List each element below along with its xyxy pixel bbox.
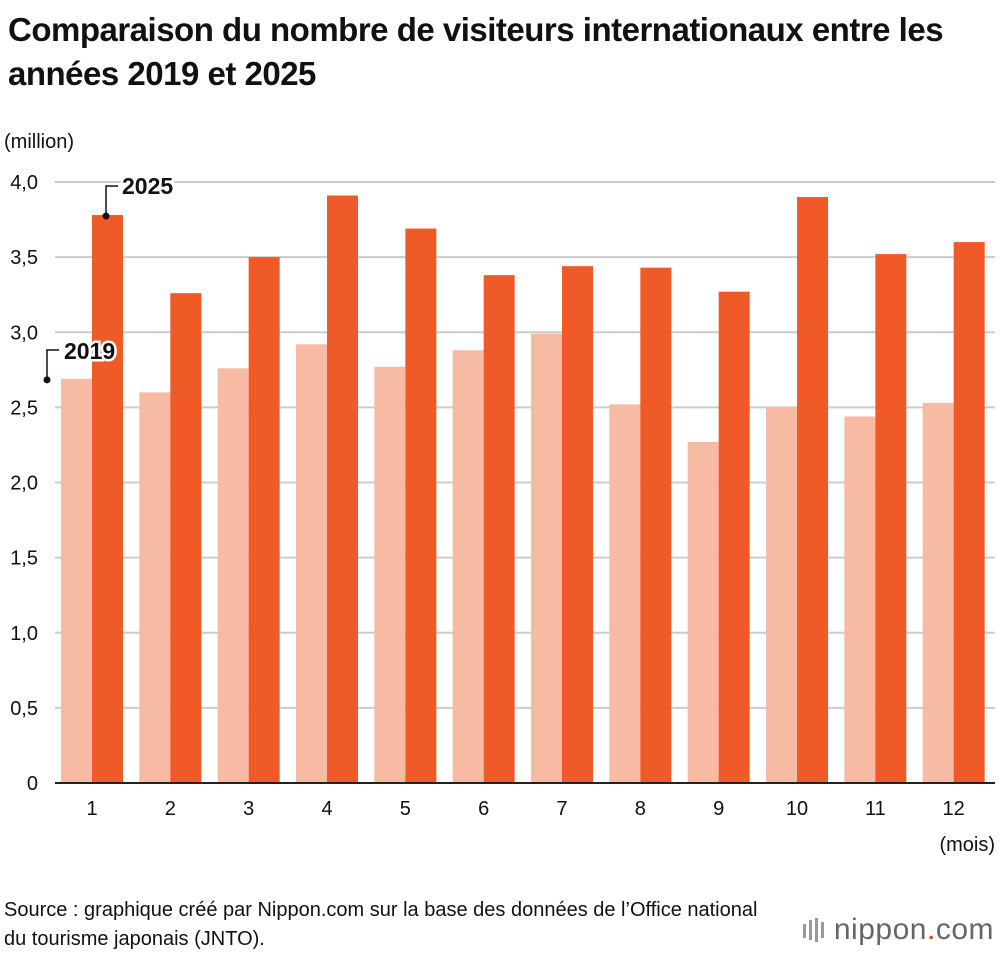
x-tick-label: 3	[243, 798, 254, 820]
bar-2025	[797, 197, 828, 783]
y-tick-label: 2,0	[10, 473, 38, 495]
callout-line-2025	[105, 185, 118, 217]
nippon-logo-icon	[802, 918, 824, 942]
source-note: Source : graphique créé par Nippon.com s…	[4, 899, 758, 950]
bar-2019	[296, 344, 327, 783]
bar-2019	[844, 416, 876, 783]
bar-2025	[953, 242, 985, 784]
bar-2025	[875, 254, 907, 783]
bar-2019	[61, 378, 92, 783]
y-axis-label: (million)	[4, 131, 74, 153]
x-tick-label: 10	[786, 798, 808, 820]
bar-2019	[217, 368, 249, 783]
bar-2019	[922, 402, 954, 783]
x-tick-label: 12	[943, 798, 965, 820]
y-tick-label: 1,5	[10, 548, 38, 570]
y-tick-label: 0,5	[10, 698, 38, 720]
x-tick-label: 11	[865, 798, 886, 820]
bar-2025	[248, 257, 280, 783]
bar-2025	[327, 195, 358, 783]
bar-2025	[562, 266, 593, 783]
y-tick-label: 2,5	[10, 397, 38, 419]
x-tick-label: 9	[713, 798, 724, 820]
chart-title: Comparaison du nombre de visiteurs inter…	[8, 11, 944, 92]
bar-2025	[640, 267, 672, 784]
bar-2025	[92, 215, 123, 783]
brand-logo: nippon.com	[802, 910, 994, 950]
brand-name: nippon	[833, 913, 927, 946]
y-tick-label: 1,0	[10, 623, 38, 645]
bar-2019	[687, 441, 719, 783]
bar-2019	[766, 407, 797, 783]
x-tick-label: 4	[321, 798, 332, 820]
y-tick-label: 3,0	[10, 322, 38, 344]
y-tick-label: 3,5	[10, 247, 38, 269]
bar-2025	[718, 291, 750, 783]
x-axis-label: (mois)	[939, 834, 995, 856]
bar-2019	[452, 350, 484, 783]
bar-2025	[170, 293, 202, 783]
x-tick-label: 7	[556, 798, 567, 820]
bar-2019	[531, 333, 562, 783]
y-tick-label: 4,0	[10, 172, 38, 194]
brand-suffix: com	[935, 913, 994, 946]
y-tick-label: 0	[27, 773, 38, 795]
bar-2019	[374, 366, 406, 783]
series-label-2025: 2025	[122, 173, 173, 199]
x-tick-label: 2	[165, 798, 176, 820]
bar-2025	[483, 275, 515, 783]
bar-2019	[139, 392, 171, 783]
bar-2025	[405, 228, 437, 783]
brand-dot: .	[926, 913, 936, 946]
x-tick-label: 1	[86, 798, 97, 820]
bar-2019	[609, 404, 641, 783]
x-tick-label: 6	[478, 798, 489, 820]
x-tick-label: 5	[400, 798, 411, 820]
callout-line-2019	[46, 349, 59, 380]
x-tick-label: 8	[635, 798, 646, 820]
series-label-2019: 2019	[64, 338, 115, 364]
bar-chart: (million)00,51,01,52,02,53,03,54,01 2 3 4 5 6…	[4, 131, 995, 856]
